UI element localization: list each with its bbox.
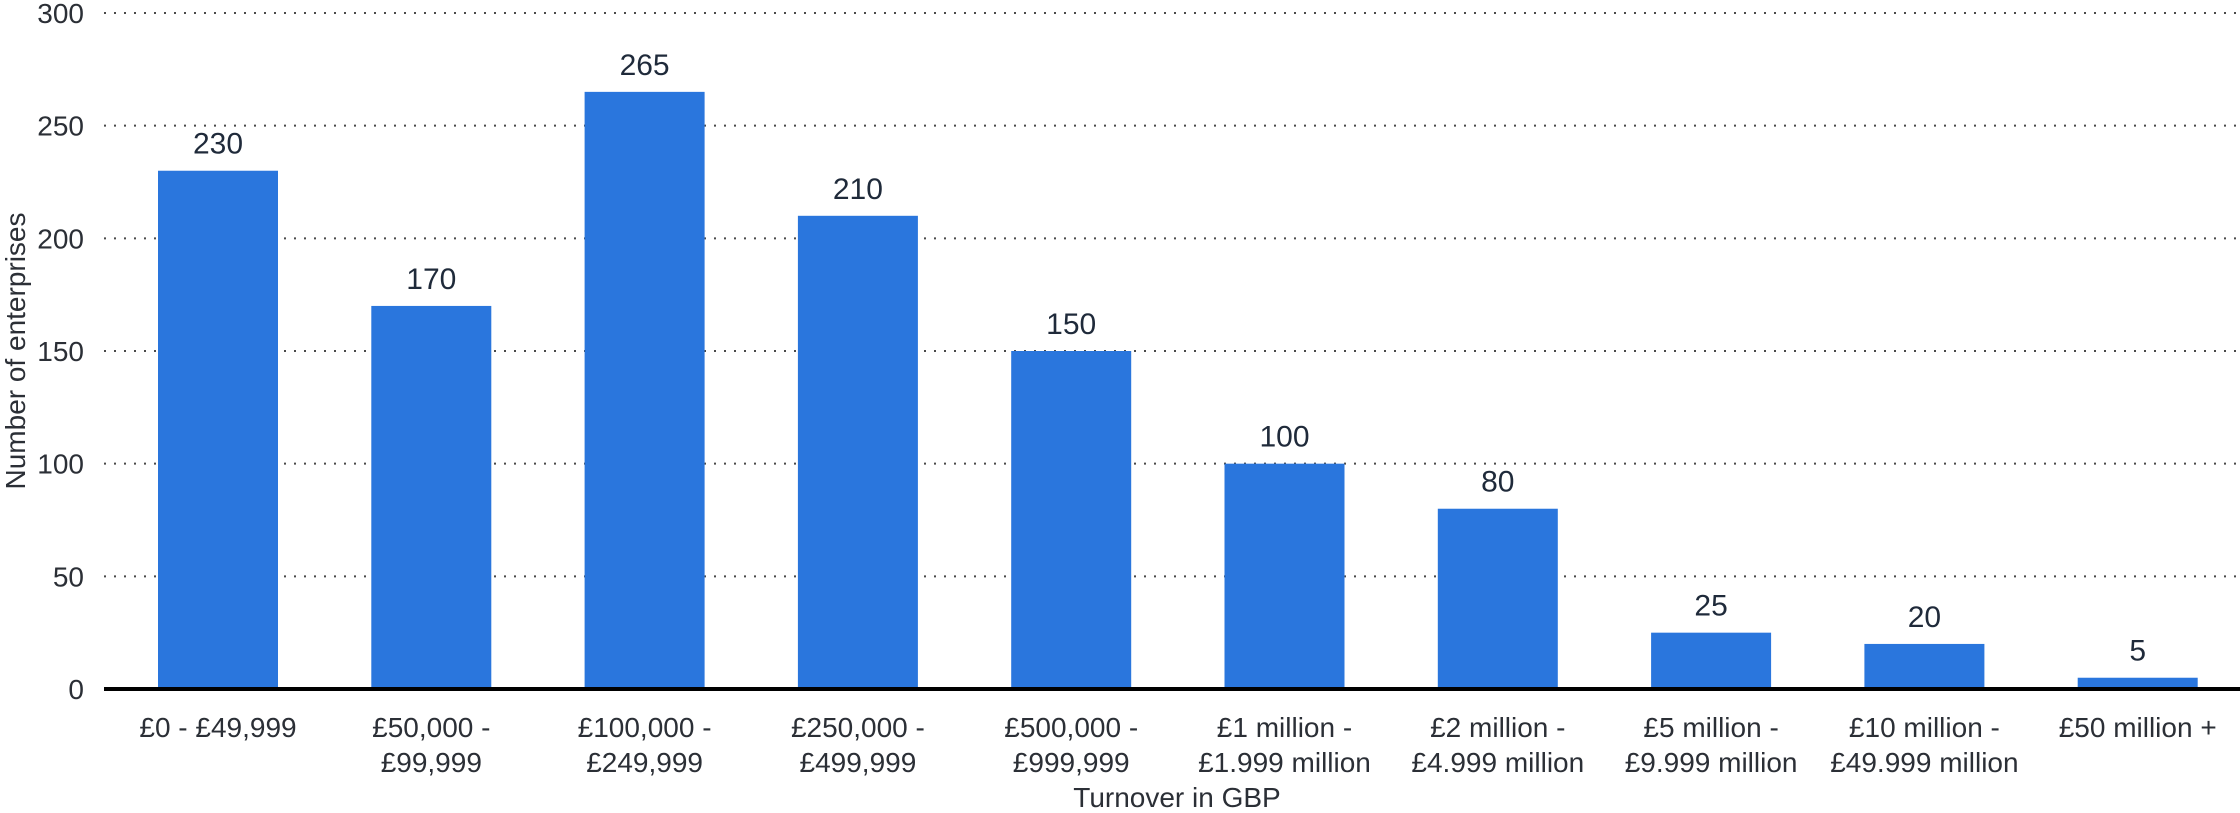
bar-value-label: 100 xyxy=(1259,421,1309,454)
x-category-label-line: £1.999 million xyxy=(1198,747,1371,778)
x-category-label: £2 million - £4.999 million xyxy=(1411,712,1584,778)
bar xyxy=(1864,643,1985,689)
y-tick-label: 50 xyxy=(53,561,84,592)
x-category-label-line: £250,000 - xyxy=(791,712,925,743)
bar-value-label: 210 xyxy=(833,173,883,206)
x-category-label-line: £499,999 xyxy=(800,747,917,778)
bar xyxy=(797,215,918,690)
x-category-label: £50 million + xyxy=(2059,712,2217,743)
y-tick-label: 100 xyxy=(37,449,84,480)
y-axis-title: Number of enterprises xyxy=(0,212,31,489)
bar-value-label: 5 xyxy=(2129,635,2146,668)
x-category-label-line: £99,999 xyxy=(381,747,482,778)
y-tick-label: 200 xyxy=(37,223,84,254)
x-category-label: £500,000 - £999,999 xyxy=(1004,712,1138,778)
y-tick-label: 0 xyxy=(68,674,84,705)
gridlines xyxy=(104,12,2240,578)
bar xyxy=(158,170,278,689)
x-category-label-line: £5 million - xyxy=(1643,712,1778,743)
bar xyxy=(2077,677,2198,689)
bar-value-label: 25 xyxy=(1694,590,1727,623)
x-category-label-line: £0 - £49,999 xyxy=(139,712,296,743)
x-axis-categories: £0 - £49,999 £50,000 - £99,999 £100,000 - £2… xyxy=(139,712,2216,778)
x-category-label: £1 million - £1.999 million xyxy=(1198,712,1371,778)
bar xyxy=(1437,508,1558,689)
x-category-label: £250,000 - £499,999 xyxy=(791,712,925,778)
bar xyxy=(584,91,705,689)
x-category-label-line: £4.999 million xyxy=(1411,747,1584,778)
x-category-label: £100,000 - £249,999 xyxy=(578,712,712,778)
bar-value-label: 80 xyxy=(1481,466,1514,499)
x-category-label-line: £1 million - xyxy=(1217,712,1352,743)
bar-value-label: 265 xyxy=(620,49,670,82)
bar xyxy=(371,305,492,689)
bar-value-label: 170 xyxy=(406,263,456,296)
x-category-label-line: £49.999 million xyxy=(1830,747,2018,778)
x-category-label-line: £999,999 xyxy=(1013,747,1130,778)
y-tick-label: 250 xyxy=(37,111,84,142)
bar xyxy=(1011,351,1132,689)
x-category-label: £10 million - £49.999 million xyxy=(1830,712,2018,778)
x-axis-title: Turnover in GBP xyxy=(1073,782,1280,813)
y-axis-ticks: 0 50 100 150 200 250 300 xyxy=(37,0,84,705)
x-category-label: £5 million - £9.999 million xyxy=(1625,712,1798,778)
bar-value-label: 150 xyxy=(1046,308,1096,341)
x-category-label-line: £500,000 - xyxy=(1004,712,1138,743)
x-category-label-line: £100,000 - xyxy=(578,712,712,743)
bar xyxy=(1224,463,1345,689)
bars xyxy=(158,91,2198,690)
bar-value-label: 20 xyxy=(1908,601,1941,634)
x-category-label-line: £9.999 million xyxy=(1625,747,1798,778)
x-category-label-line: £50,000 - xyxy=(372,712,490,743)
x-category-label-line: £50 million + xyxy=(2059,712,2217,743)
x-category-label: £50,000 - £99,999 xyxy=(372,712,490,778)
x-category-label-line: £249,999 xyxy=(586,747,703,778)
x-category-label: £0 - £49,999 xyxy=(139,712,296,743)
bar xyxy=(1651,632,1772,689)
bar-value-label: 230 xyxy=(193,128,243,161)
value-labels: 230 170 265 210 150 100 80 25 20 5 xyxy=(193,49,2146,668)
y-tick-label: 150 xyxy=(37,336,84,367)
x-category-label-line: £2 million - xyxy=(1430,712,1565,743)
y-tick-label: 300 xyxy=(37,0,84,29)
x-category-label-line: £10 million - xyxy=(1849,712,2000,743)
